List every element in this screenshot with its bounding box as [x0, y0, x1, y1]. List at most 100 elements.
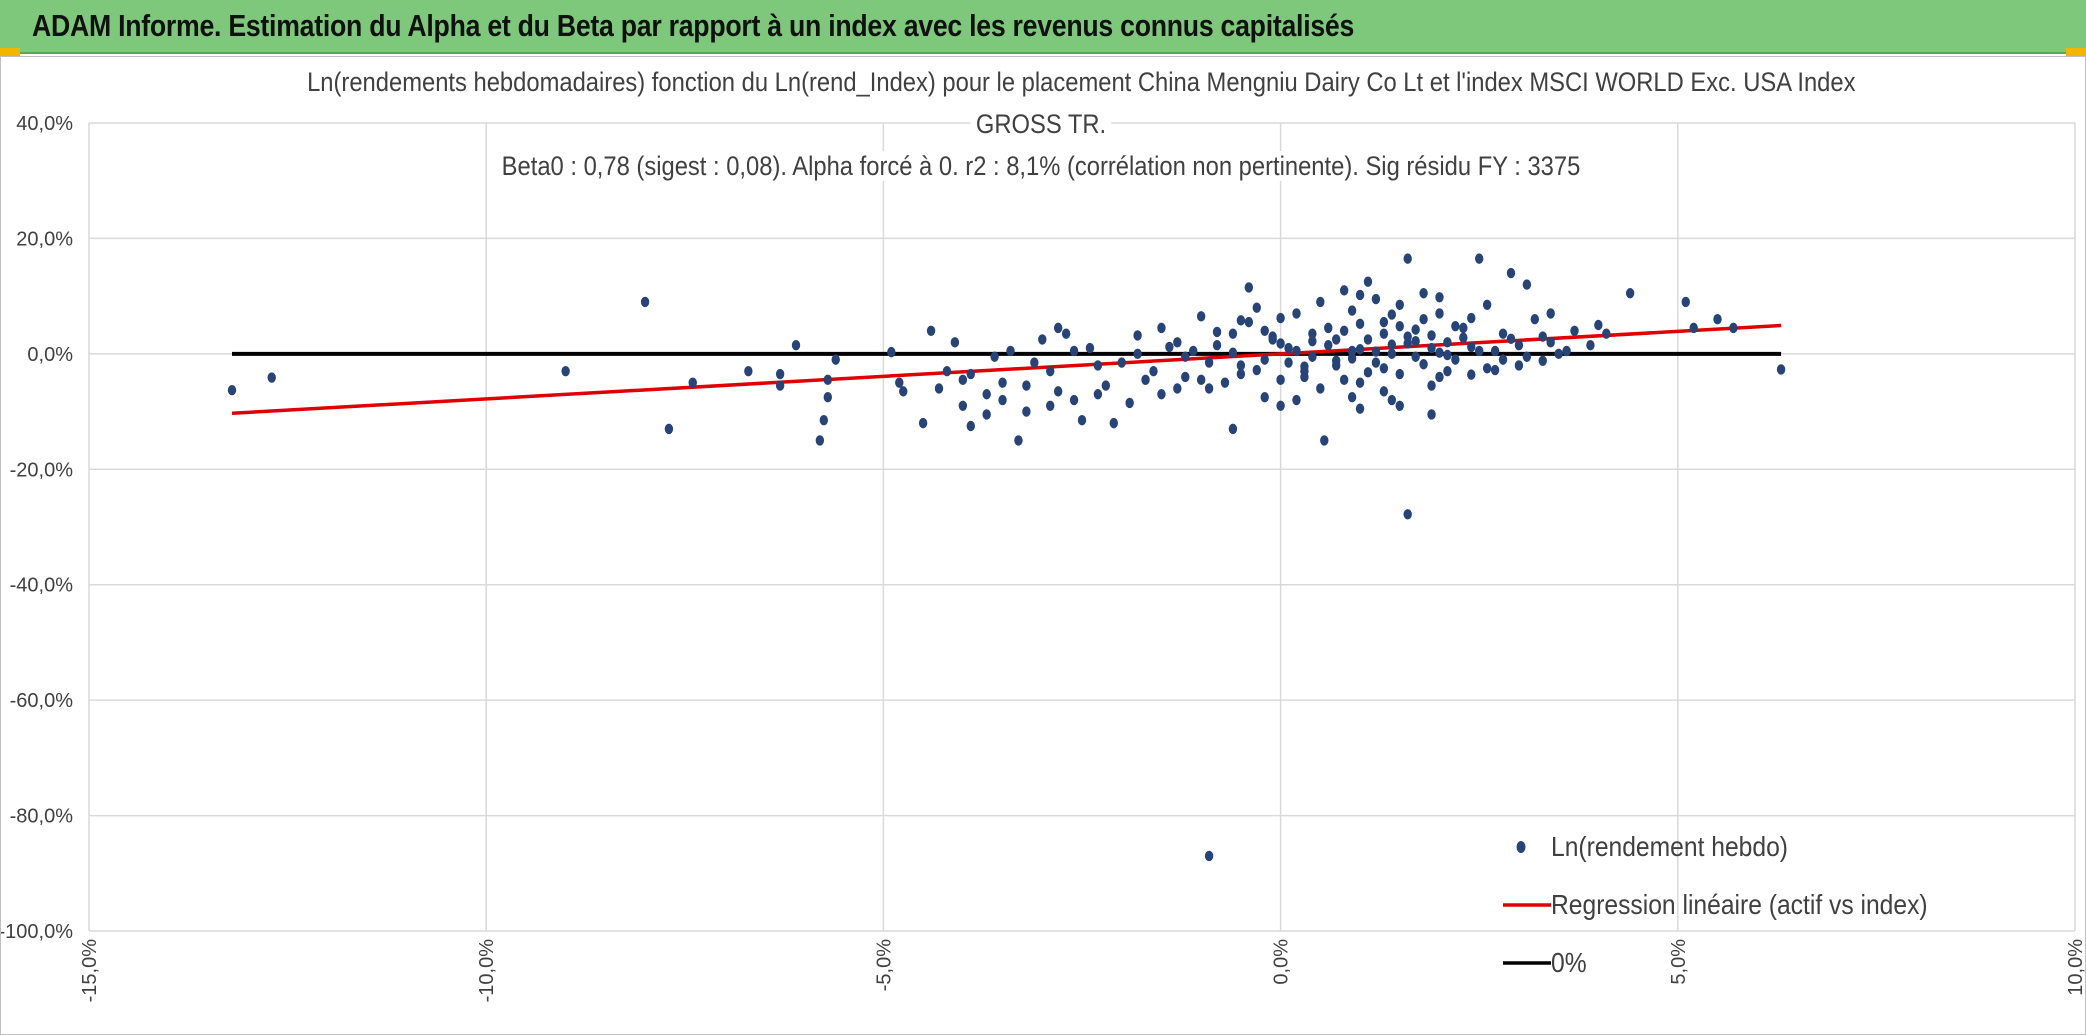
data-point: [1451, 354, 1460, 365]
data-point: [1538, 331, 1547, 342]
data-point: [1332, 355, 1341, 366]
data-point: [1522, 279, 1532, 290]
data-point: [688, 377, 697, 388]
data-point: [1506, 333, 1516, 345]
data-point: [1419, 288, 1428, 299]
data-point: [823, 374, 832, 386]
data-point: [1316, 383, 1325, 394]
data-point: [1260, 391, 1269, 403]
data-point: [791, 340, 801, 351]
data-point: [1403, 338, 1412, 349]
data-point: [1061, 328, 1071, 339]
data-point: [744, 365, 753, 377]
data-point: [1427, 380, 1436, 391]
data-point: [1284, 342, 1293, 354]
data-point: [1157, 322, 1166, 334]
data-point: [1435, 347, 1444, 358]
data-point: [1347, 305, 1357, 316]
data-point: [1339, 374, 1349, 386]
data-point: [1625, 288, 1635, 299]
data-point: [1300, 371, 1309, 383]
chart-title-line-2: GROSS TR.: [302, 109, 1780, 140]
y-tick-label: -40,0%: [10, 575, 74, 597]
data-point: [1419, 314, 1428, 325]
data-point: [1236, 315, 1246, 326]
data-point: [1077, 415, 1087, 426]
data-point: [1228, 347, 1238, 358]
data-point: [1379, 328, 1389, 339]
regression-line: [231, 323, 1782, 416]
data-point: [1236, 360, 1246, 371]
data-point: [982, 389, 991, 400]
y-tick-label: 0,0%: [27, 344, 73, 366]
data-point: [227, 385, 237, 396]
data-point: [1387, 348, 1397, 360]
data-point: [1355, 318, 1365, 330]
data-point: [1395, 299, 1404, 310]
data-point: [1347, 391, 1357, 403]
data-point: [1379, 363, 1389, 374]
data-point: [831, 354, 840, 365]
data-point: [1276, 338, 1285, 349]
data-point: [1546, 337, 1555, 348]
data-point: [1014, 435, 1023, 446]
chart-title-line-3: Beta0 : 0,78 (sigest : 0,08). Alpha forc…: [302, 151, 1780, 182]
data-point: [1475, 253, 1484, 264]
data-point: [1173, 383, 1182, 394]
data-point: [1435, 371, 1444, 383]
data-point: [1181, 371, 1190, 383]
data-point: [1451, 320, 1460, 332]
data-point: [1443, 365, 1452, 377]
data-point: [1133, 330, 1142, 341]
data-point: [1038, 334, 1047, 345]
data-point: [1085, 342, 1095, 354]
data-point: [1276, 312, 1285, 324]
report-banner: ADAM Informe. Estimation du Alpha et du …: [0, 0, 2086, 54]
data-point: [775, 380, 785, 391]
data-point: [918, 417, 928, 429]
data-point: [1268, 331, 1277, 342]
grid-lines: [88, 122, 2076, 932]
data-point: [1030, 357, 1039, 368]
legend-marker-red-line: [1497, 885, 1551, 925]
corner-marker-right: [2066, 48, 2086, 56]
y-axis-ticks: 40,0% 20,0% 0,0% -20,0% -40,0% -60,0% -80,0% -1…: [1, 113, 73, 943]
data-point: [1276, 400, 1285, 411]
data-point: [942, 365, 952, 377]
data-point: [998, 394, 1007, 406]
data-point: [1776, 364, 1786, 375]
data-point: [1101, 380, 1111, 391]
data-point: [775, 368, 785, 380]
data-point: [1260, 325, 1269, 336]
data-point: [1602, 328, 1611, 339]
data-point: [1244, 282, 1254, 293]
legend-item-zero: 0%: [1497, 943, 1591, 983]
data-point: [1411, 351, 1420, 362]
x-axis-ticks: -15,0% -10,0% -5,0% 0,0% 5,0% 10,0%: [79, 939, 2085, 1003]
x-tick-label: 5,0%: [1668, 939, 1690, 985]
data-point: [950, 337, 960, 348]
data-point: [1292, 345, 1301, 357]
data-point: [1284, 357, 1293, 368]
data-point: [1371, 346, 1381, 357]
data-point: [1427, 409, 1436, 420]
scatter-chart: 40,0% 20,0% 0,0% -20,0% -40,0% -60,0% -80,0% -1…: [1, 113, 2085, 1003]
data-point: [1459, 332, 1468, 343]
data-point: [1554, 348, 1563, 360]
data-point: [1228, 328, 1238, 339]
data-point: [823, 391, 832, 403]
data-point: [1316, 296, 1325, 308]
data-point: [1395, 368, 1404, 380]
data-point: [1443, 337, 1452, 348]
y-tick-label: -100,0%: [1, 921, 73, 943]
data-point: [267, 372, 276, 383]
data-point: [1324, 340, 1333, 351]
data-point: [1546, 308, 1555, 319]
data-point: [1093, 389, 1103, 400]
data-point: [1220, 377, 1230, 388]
data-point: [1387, 309, 1397, 320]
data-point: [1189, 345, 1198, 357]
data-point: [1522, 351, 1532, 362]
data-point: [1395, 400, 1404, 411]
data-point: [1212, 340, 1222, 351]
